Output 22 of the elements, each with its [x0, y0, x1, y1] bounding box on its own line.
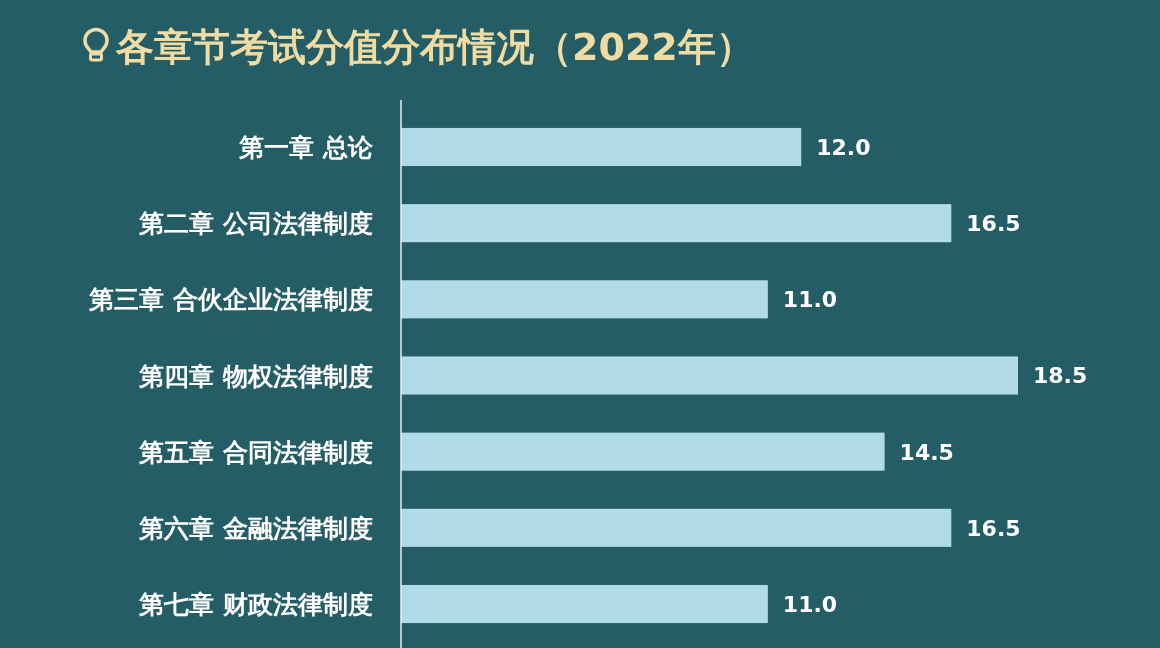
bar	[401, 204, 952, 243]
data-label: 16.5	[966, 515, 1021, 541]
bar	[401, 127, 802, 167]
y-tick-label: 第六章 金融法律制度	[138, 513, 373, 543]
data-label: 18.5	[1033, 363, 1088, 389]
bar	[401, 356, 1018, 395]
data-label: 11.0	[782, 287, 838, 313]
data-label: 11.0	[782, 591, 838, 617]
data-label: 12.0	[816, 134, 871, 160]
y-tick-label: 第五章 合同法律制度	[138, 437, 373, 467]
y-tick-label: 第七章 财政法律制度	[138, 590, 373, 620]
bar	[401, 280, 768, 319]
y-tick-label: 第四章 物权法律制度	[138, 361, 373, 391]
y-tick-label: 第三章 合伙企业法律制度	[88, 285, 373, 315]
y-tick-label: 第一章 总论	[238, 132, 374, 162]
data-label: 14.5	[899, 439, 954, 465]
chart-title: 各章节考试分值分布情况（2022年）	[115, 25, 754, 69]
y-tick-label: 第二章 公司法律制度	[138, 209, 373, 239]
bar	[401, 432, 885, 471]
data-label: 16.5	[966, 211, 1021, 237]
bar	[401, 508, 952, 547]
bar	[401, 584, 768, 624]
